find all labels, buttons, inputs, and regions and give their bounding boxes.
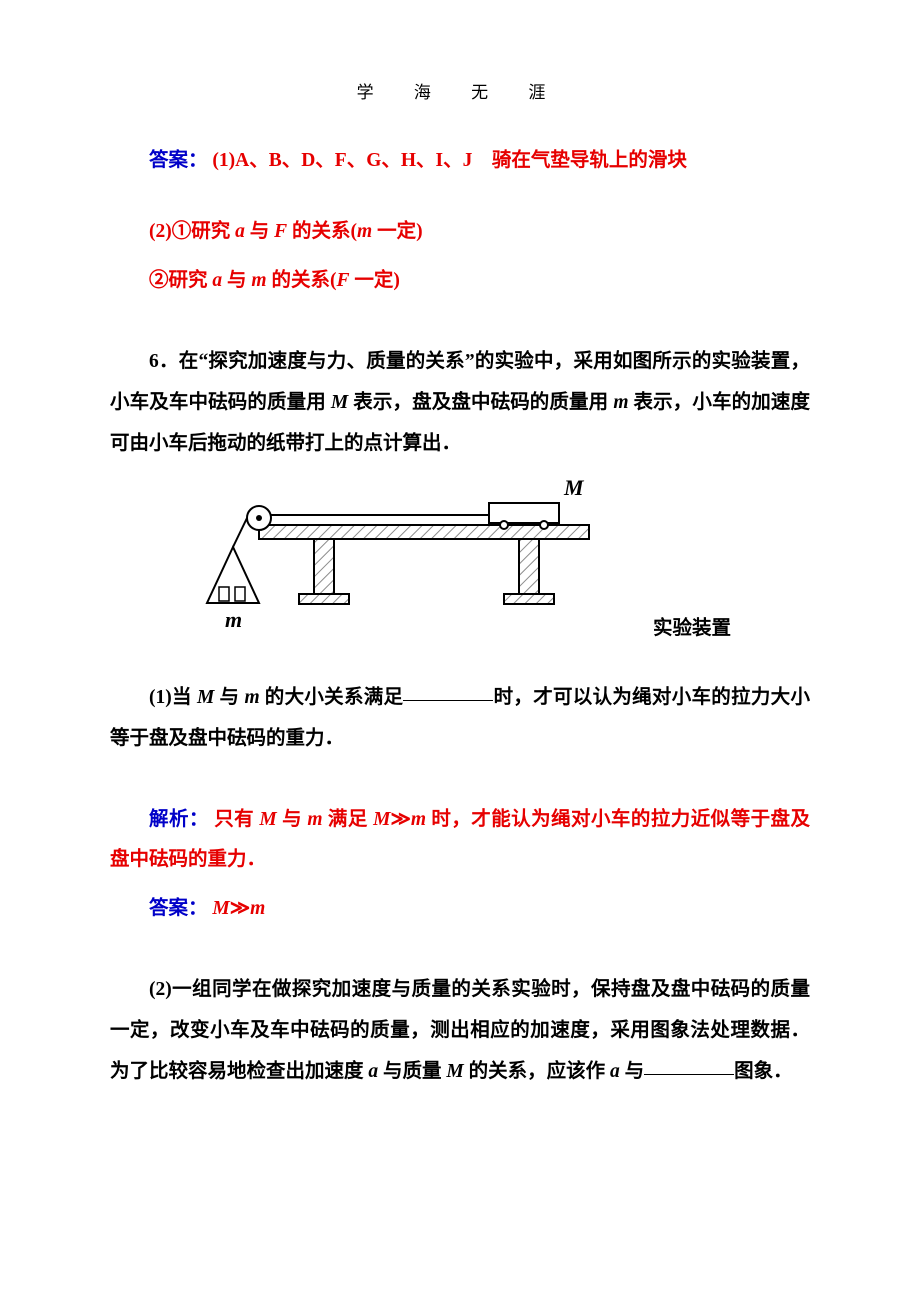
text: 与	[620, 1061, 644, 1082]
gg-symbol: ≫	[390, 809, 410, 830]
q6-sub1: (1)当 M 与 m 的大小关系满足时，才可以认为绳对小车的拉力大小等于盘及盘中…	[110, 678, 810, 760]
text: 与	[277, 809, 308, 830]
answer5-part1: (1)A、B、D、F、G、H、I、J 骑在气垫导轨上的滑块	[212, 150, 687, 171]
var-m: m	[244, 687, 259, 708]
var-a: a	[235, 221, 245, 242]
var-m: m	[250, 898, 265, 919]
text: (2)①研究	[149, 221, 235, 242]
spacer	[110, 656, 810, 678]
text: 一定)	[349, 270, 399, 291]
var-M: M	[331, 392, 348, 413]
figure-caption: 实验装置	[653, 611, 731, 640]
answer5-line2: (2)①研究 a 与 F 的关系(m 一定)	[110, 212, 810, 253]
fill-blank	[644, 1058, 734, 1076]
var-a: a	[212, 270, 222, 291]
analysis-label: 解析：	[149, 809, 209, 830]
text: 的关系(	[267, 270, 337, 291]
figure-label-m: m	[225, 607, 242, 632]
text: 一定)	[372, 221, 422, 242]
text: 与质量	[378, 1061, 446, 1082]
var-M: M	[212, 898, 229, 919]
var-m: m	[251, 270, 266, 291]
page-header-motto: 学 海 无 涯	[110, 78, 810, 103]
text: 与	[222, 270, 251, 291]
text: 图象．	[734, 1061, 793, 1082]
fill-blank	[403, 683, 493, 701]
answer5-line1: 答案： (1)A、B、D、F、G、H、I、J 骑在气垫导轨上的滑块	[110, 141, 810, 182]
text: (1)当	[149, 687, 197, 708]
answer-label: 答案：	[149, 898, 208, 919]
figure-label-M: M	[563, 475, 585, 500]
answer5-label: 答案：	[149, 150, 208, 171]
var-M: M	[259, 809, 276, 830]
answer5-line3: ②研究 a 与 m 的关系(F 一定)	[110, 261, 810, 302]
apparatus-diagram: M m	[189, 475, 609, 635]
var-F: F	[336, 270, 349, 291]
text: 的大小关系满足	[260, 687, 404, 708]
spacer	[110, 768, 810, 800]
text: 表示，盘及盘中砝码的质量用	[348, 392, 613, 413]
text: 与	[245, 221, 274, 242]
var-a: a	[610, 1061, 620, 1082]
text: 的关系(	[287, 221, 357, 242]
q6-sub2: (2)一组同学在做探究加速度与质量的关系实验时，保持盘及盘中砝码的质量一定，改变…	[110, 970, 810, 1093]
gg-symbol: ≫	[230, 898, 250, 919]
text: 与	[214, 687, 244, 708]
var-m: m	[411, 809, 426, 830]
spacer	[110, 190, 810, 212]
var-m: m	[357, 221, 372, 242]
text: ②研究	[149, 270, 212, 291]
q6-body: 6．在“探究加速度与力、质量的关系”的实验中，采用如图所示的实验装置，小车及车中…	[110, 342, 810, 465]
var-M: M	[373, 809, 390, 830]
text: 只有	[214, 809, 259, 830]
q6-answer: 答案： M≫m	[110, 889, 810, 930]
var-M: M	[197, 687, 214, 708]
q6-number: 6．	[149, 351, 179, 372]
var-F: F	[274, 221, 287, 242]
var-a: a	[368, 1061, 378, 1082]
var-M: M	[446, 1061, 463, 1082]
q6-analysis: 解析： 只有 M 与 m 满足 M≫m 时，才能认为绳对小车的拉力近似等于盘及盘…	[110, 800, 810, 882]
text: 满足	[323, 809, 374, 830]
q6-figure: M m 实验装置	[110, 475, 810, 640]
spacer	[110, 310, 810, 342]
spacer	[110, 938, 810, 970]
text: 的关系，应该作	[464, 1061, 610, 1082]
var-m: m	[613, 392, 628, 413]
var-m: m	[307, 809, 322, 830]
